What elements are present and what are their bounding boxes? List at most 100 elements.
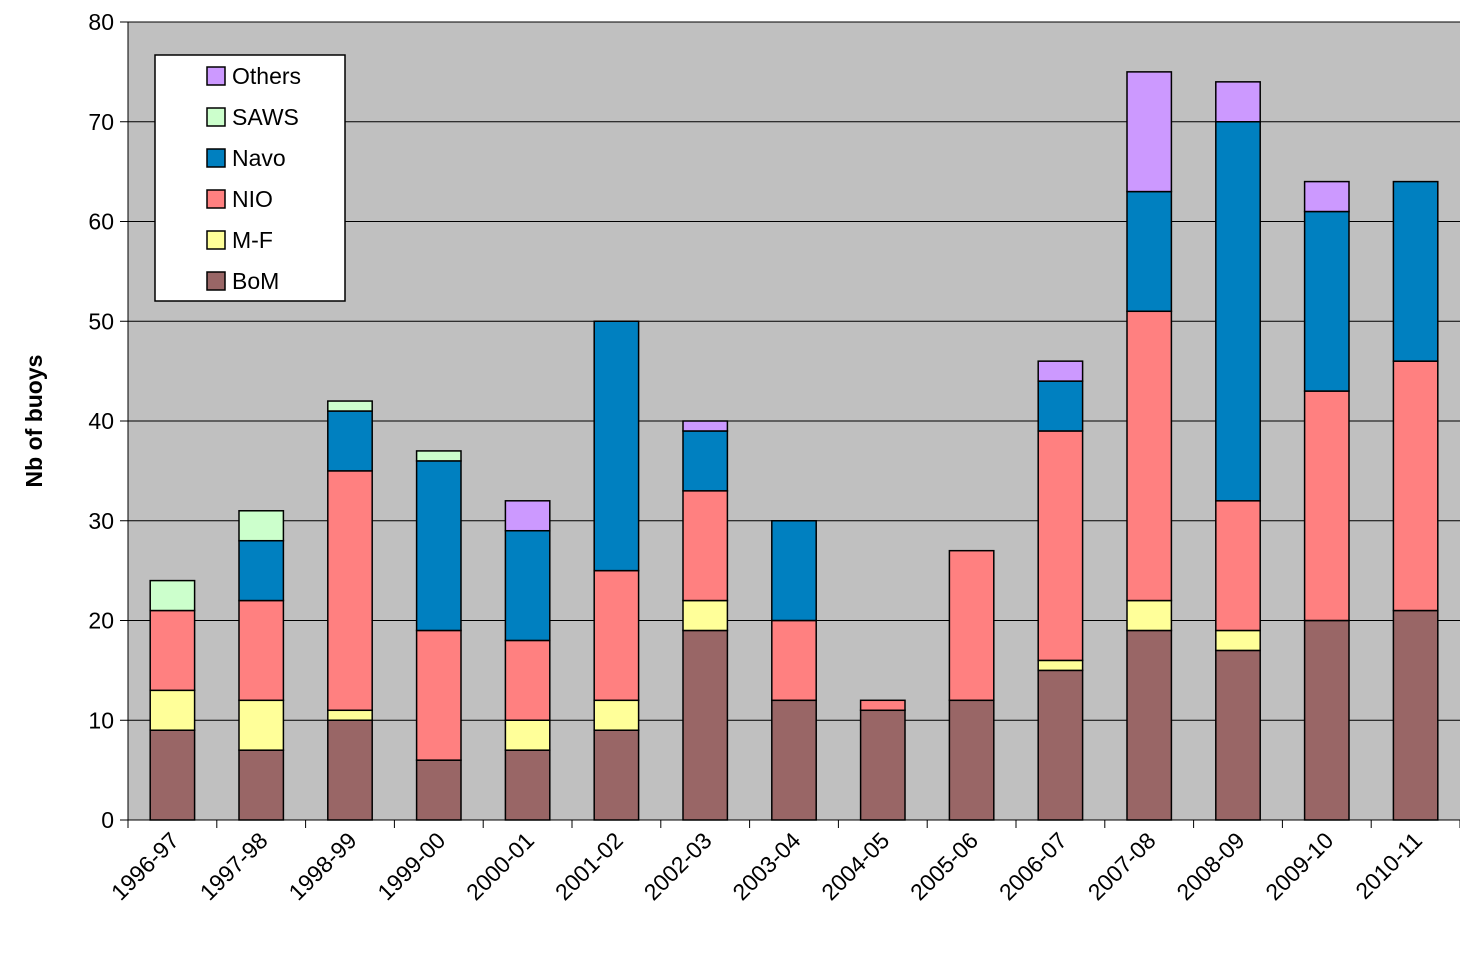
- x-tick-label: 1999-00: [372, 827, 450, 905]
- bar-segment-saws: [238, 510, 285, 542]
- legend-swatch: [206, 66, 226, 86]
- x-tick-label: 2008-09: [1171, 827, 1249, 905]
- bar-segment-navo: [238, 539, 285, 602]
- bar-segment-bom: [327, 719, 373, 821]
- bar-segment-bom: [149, 729, 196, 821]
- bar-segment-nio: [948, 549, 995, 702]
- x-tick-label: 2005-06: [905, 827, 983, 905]
- bar-segment-m-f: [1126, 599, 1173, 632]
- bar-segment-others: [1126, 71, 1173, 193]
- bar-segment-bom: [682, 629, 729, 821]
- bar-segment-saws: [415, 450, 462, 462]
- y-tick-label: 40: [88, 408, 114, 434]
- legend-label: BoM: [232, 268, 279, 294]
- bar-segment-navo: [1303, 210, 1350, 392]
- x-tick-label: 1998-99: [283, 827, 361, 905]
- bar-segment-nio: [238, 599, 285, 702]
- y-axis-title: Nb of buoys: [21, 355, 47, 488]
- x-tick-label: 2000-01: [461, 827, 539, 905]
- x-tick-label: 2009-10: [1260, 827, 1338, 905]
- x-tick-label: 2003-04: [727, 827, 805, 905]
- bar-segment-bom: [948, 699, 995, 821]
- bar-segment-bom: [859, 709, 906, 821]
- bar-segment-others: [504, 500, 551, 532]
- bar-segment-nio: [859, 699, 906, 712]
- bar-segment-nio: [504, 639, 551, 722]
- x-tick-label: 1997-98: [195, 827, 273, 905]
- bar-segment-navo: [1037, 380, 1084, 432]
- x-tick-label: 2006-07: [994, 827, 1072, 905]
- bar-segment-navo: [593, 320, 640, 572]
- bar-segment-others: [1215, 81, 1261, 123]
- bar-segment-nio: [1303, 390, 1350, 622]
- y-tick-label: 70: [88, 109, 114, 135]
- bar-segment-m-f: [1037, 659, 1084, 672]
- bar-segment-nio: [1215, 500, 1261, 632]
- legend-label: SAWS: [232, 104, 299, 130]
- bar-segment-navo: [1126, 190, 1173, 313]
- bar-segment-bom: [1126, 629, 1173, 821]
- y-tick-label: 10: [88, 707, 114, 733]
- bar-segment-nio: [1126, 310, 1173, 602]
- bar-segment-nio: [1392, 360, 1439, 612]
- bar-segment-bom: [771, 699, 817, 821]
- legend-swatch: [206, 271, 226, 291]
- bar-segment-m-f: [504, 719, 551, 751]
- bar-segment-navo: [415, 460, 462, 632]
- bar-segment-m-f: [682, 599, 729, 632]
- bar-segment-navo: [327, 410, 373, 472]
- x-tick-label: 2007-08: [1083, 827, 1161, 905]
- y-tick-label: 60: [88, 209, 114, 235]
- bar-segment-nio: [593, 569, 640, 702]
- bar-segment-others: [1303, 180, 1350, 213]
- bar-segment-navo: [504, 529, 551, 642]
- bar-segment-m-f: [327, 709, 373, 722]
- y-tick-label: 50: [88, 308, 114, 334]
- legend: Others SAWS Navo NIO M-F BoM: [154, 54, 346, 302]
- x-tick-label: 2010-11: [1350, 827, 1427, 904]
- legend-label: M-F: [232, 227, 273, 253]
- x-tick-label: 2002-03: [639, 827, 717, 905]
- x-tick-label: 2004-05: [816, 827, 894, 905]
- bar-segment-bom: [1392, 609, 1439, 821]
- bar-segment-m-f: [238, 699, 285, 751]
- y-tick-label: 30: [88, 508, 114, 534]
- bar-segment-bom: [1037, 669, 1084, 821]
- bar-segment-nio: [415, 629, 462, 761]
- legend-swatch: [206, 107, 226, 127]
- bar-segment-saws: [149, 579, 196, 612]
- y-tick-label: 0: [101, 807, 114, 833]
- bars: [149, 71, 1439, 821]
- bar-segment-bom: [415, 759, 462, 821]
- bar-segment-others: [1037, 360, 1084, 382]
- legend-swatch: [206, 230, 226, 250]
- bar-segment-others: [682, 420, 729, 432]
- bar-segment-navo: [1392, 180, 1439, 362]
- bar-segment-navo: [771, 520, 817, 622]
- bar-segment-m-f: [593, 699, 640, 731]
- bar-segment-bom: [593, 729, 640, 821]
- legend-label: Others: [232, 63, 301, 89]
- legend-label: NIO: [232, 186, 273, 212]
- bar-segment-nio: [327, 470, 373, 712]
- bar-segment-saws: [327, 400, 373, 412]
- bar-segment-nio: [682, 490, 729, 602]
- bar-segment-nio: [1037, 430, 1084, 662]
- legend-swatch: [206, 189, 226, 209]
- bar-segment-nio: [149, 609, 196, 692]
- bar-segment-bom: [238, 749, 285, 821]
- legend-label: Navo: [232, 145, 286, 171]
- y-tick-label: 80: [88, 9, 114, 35]
- x-tick-label: 2001-02: [550, 827, 628, 905]
- legend-swatch: [206, 148, 226, 168]
- x-tick-label: 1996-97: [106, 827, 184, 905]
- bar-segment-navo: [1215, 121, 1261, 502]
- bar-segment-m-f: [1215, 629, 1261, 652]
- bar-segment-nio: [771, 619, 817, 702]
- bar-segment-m-f: [149, 689, 196, 731]
- bar-segment-bom: [504, 749, 551, 821]
- bar-segment-bom: [1215, 649, 1261, 821]
- bar-segment-bom: [1303, 619, 1350, 821]
